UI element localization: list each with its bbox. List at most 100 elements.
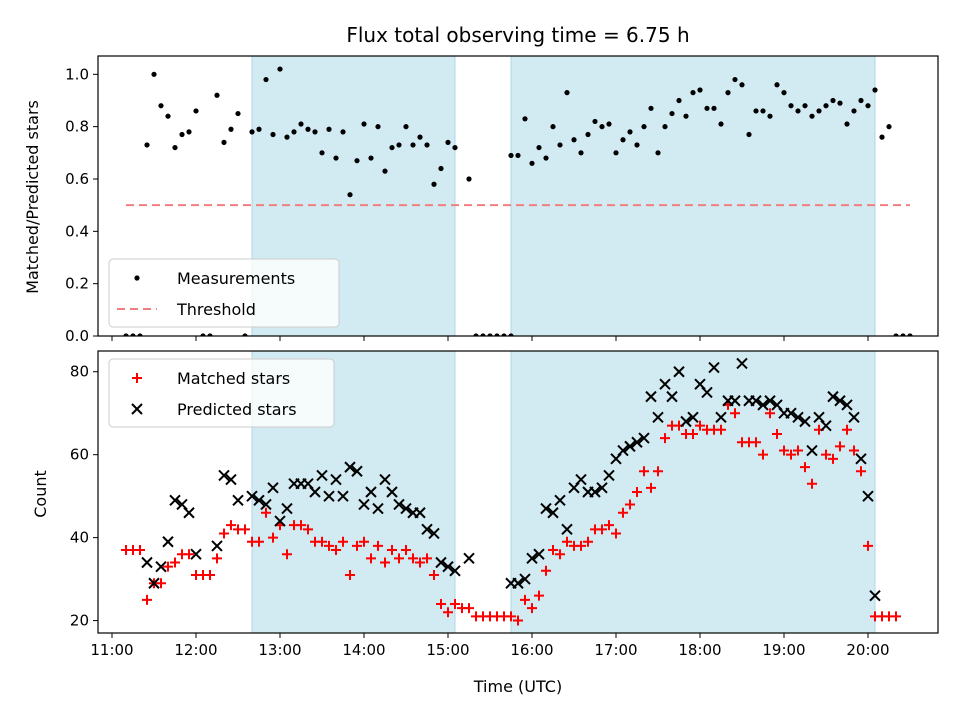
matched-star-point [324,540,334,551]
measurement-point [830,97,836,104]
matched-star-point [772,428,782,439]
measurement-point [886,124,892,130]
matched-star-point [513,615,523,626]
measurement-point [781,90,787,96]
measurement-point [207,333,213,336]
matched-star-point [387,545,397,556]
measurement-point [193,108,199,114]
matched-star-point [625,499,635,510]
y-tick-label: 0.6 [65,170,89,188]
measurement-point [438,165,444,172]
matched-star-point [219,528,229,539]
predicted-star-point [232,494,244,507]
measurement-point [697,87,703,93]
matched-star-point [268,532,278,543]
matched-star-point [688,428,698,439]
matched-star-point [576,540,586,551]
x-tick-label: 18:00 [678,641,721,659]
matched-star-point [331,545,341,556]
x-axis-label: Time (UTC) [473,677,562,696]
measurement-point [837,100,843,106]
measurement-point [767,113,773,119]
predicted-star-point [757,399,769,411]
measurement-point [214,92,220,98]
matched-star-point [639,466,649,477]
predicted-star-point [379,473,391,486]
measurement-point [417,134,423,140]
measurement-point [669,110,675,117]
measurement-point [865,103,871,109]
predicted-star-point [589,486,601,498]
count-panel: 11:00 12:00 13:00 14:00 15:00 16:00 17:00 18:00… [70,350,939,659]
predicted-star-point [638,432,650,444]
plot-area [123,66,913,336]
measurement-point [494,333,500,336]
legend-swatch [131,403,143,415]
measurement-point [676,97,682,104]
measurement-point [627,129,633,135]
measurement-point [403,124,409,130]
predicted-star-point [603,469,615,482]
measurement-point [557,142,563,148]
observing-window-span [510,350,876,634]
matched-star-point [450,598,460,609]
measurement-point [578,150,584,156]
predicted-star-point [554,494,566,507]
measurement-point [515,152,521,159]
matched-star-point [443,607,453,618]
x-tick-label: 20:00 [846,641,889,659]
predicted-star-point [834,395,846,407]
measurement-point [473,333,479,336]
matched-star-point [345,569,355,580]
legend-label: Matched stars [177,369,290,388]
predicted-star-point [764,395,776,407]
matched-star-point [779,445,789,456]
matched-star-point [583,536,593,547]
predicted-star-point [652,411,664,424]
measurement-point [634,142,640,148]
y-axis-label-count: Count [31,470,50,518]
matched-star-point [856,466,866,477]
predicted-star-point [463,552,475,565]
predicted-star-point [442,560,454,573]
matched-star-point [716,424,726,435]
measurement-point [613,150,619,156]
measurement-point [326,126,332,132]
matched-star-point [205,569,215,580]
predicted-star-point [547,507,559,519]
matched-star-point [184,549,194,560]
matched-star-point [653,466,663,477]
predicted-star-point [316,469,328,482]
measurement-point [389,144,395,151]
matched-star-point [415,557,425,568]
matched-star-point [730,408,740,419]
measurement-point [431,181,437,187]
matched-star-point [373,540,383,551]
measurement-point [725,90,731,96]
measurement-point [487,333,493,336]
measurement-point [823,103,829,109]
predicted-star-point [799,415,811,428]
matched-star-point [408,553,418,564]
matched-star-point [429,569,439,580]
measurement-point [361,121,367,127]
predicted-star-point [659,378,671,390]
legend-label: Predicted stars [177,400,297,419]
matched-star-point [611,528,621,539]
measurement-point [851,108,857,114]
measurement-point [872,87,878,93]
measurement-point [137,333,143,336]
chart-title: Flux total observing time = 6.75 h [346,23,689,47]
matched-star-point [317,536,327,547]
predicted-star-point [519,573,531,585]
predicted-star-point [449,565,461,577]
matched-star-point [548,545,558,556]
predicted-star-point [729,395,741,407]
measurement-point [298,121,304,127]
predicted-star-point [148,577,160,589]
predicted-star-point [190,548,202,560]
predicted-star-point [596,482,608,494]
measurement-point [312,129,318,135]
legend-swatch [132,373,142,383]
matched-star-point [142,594,152,605]
